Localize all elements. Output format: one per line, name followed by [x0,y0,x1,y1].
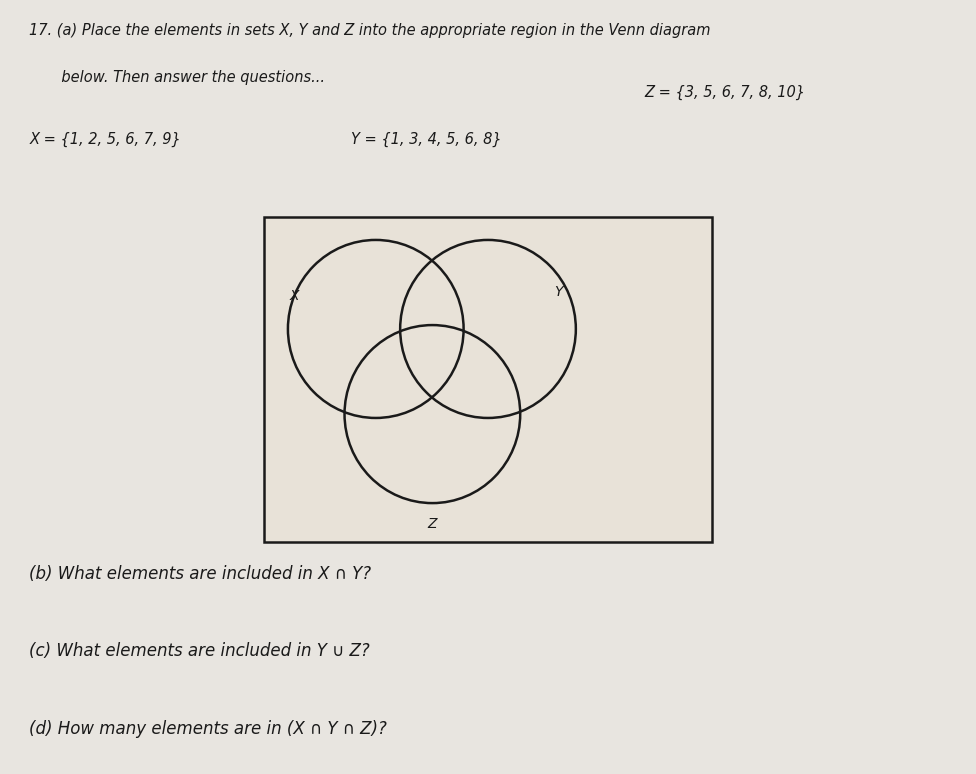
Text: Y: Y [554,285,562,299]
Text: Z: Z [427,517,437,531]
Text: 17. (a) Place the elements in sets X, Y and Z into the appropriate region in the: 17. (a) Place the elements in sets X, Y … [29,23,711,38]
Text: X: X [290,289,300,303]
Text: Y = {1, 3, 4, 5, 6, 8}: Y = {1, 3, 4, 5, 6, 8} [351,132,502,147]
Bar [264,217,712,542]
Text: below. Then answer the questions...: below. Then answer the questions... [29,70,325,84]
Text: Z = {3, 5, 6, 7, 8, 10}: Z = {3, 5, 6, 7, 8, 10} [644,85,805,101]
Text: (b) What elements are included in X ∩ Y?: (b) What elements are included in X ∩ Y? [29,565,372,583]
Text: (c) What elements are included in Y ∪ Z?: (c) What elements are included in Y ∪ Z? [29,642,370,660]
Text: X = {1, 2, 5, 6, 7, 9}: X = {1, 2, 5, 6, 7, 9} [29,132,181,147]
Text: (d) How many elements are in (X ∩ Y ∩ Z)?: (d) How many elements are in (X ∩ Y ∩ Z)… [29,720,387,738]
